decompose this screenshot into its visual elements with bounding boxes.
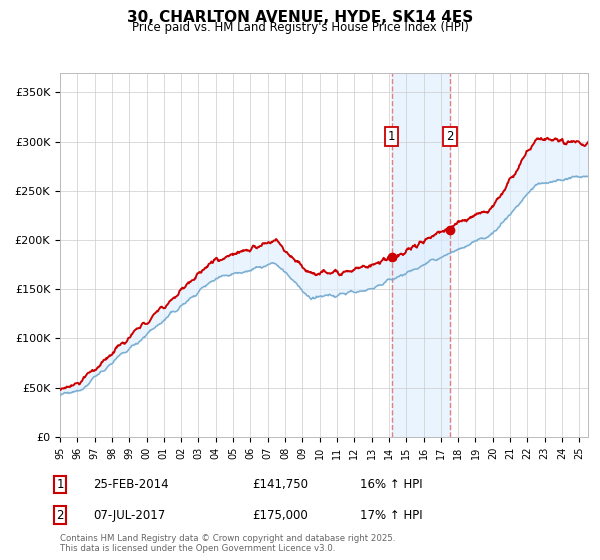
Text: 1: 1 (56, 478, 64, 491)
Text: 17% ↑ HPI: 17% ↑ HPI (360, 508, 422, 522)
Text: £141,750: £141,750 (252, 478, 308, 491)
Text: £175,000: £175,000 (252, 508, 308, 522)
Text: 2: 2 (56, 508, 64, 522)
Text: 1: 1 (388, 130, 395, 143)
Text: 30, CHARLTON AVENUE, HYDE, SK14 4ES: 30, CHARLTON AVENUE, HYDE, SK14 4ES (127, 10, 473, 25)
Text: Contains HM Land Registry data © Crown copyright and database right 2025.
This d: Contains HM Land Registry data © Crown c… (60, 534, 395, 553)
Text: 2: 2 (446, 130, 454, 143)
Text: 16% ↑ HPI: 16% ↑ HPI (360, 478, 422, 491)
Text: 07-JUL-2017: 07-JUL-2017 (93, 508, 165, 522)
Text: Price paid vs. HM Land Registry's House Price Index (HPI): Price paid vs. HM Land Registry's House … (131, 21, 469, 34)
Bar (392, 73, 450, 437)
Text: 25-FEB-2014: 25-FEB-2014 (93, 478, 169, 491)
